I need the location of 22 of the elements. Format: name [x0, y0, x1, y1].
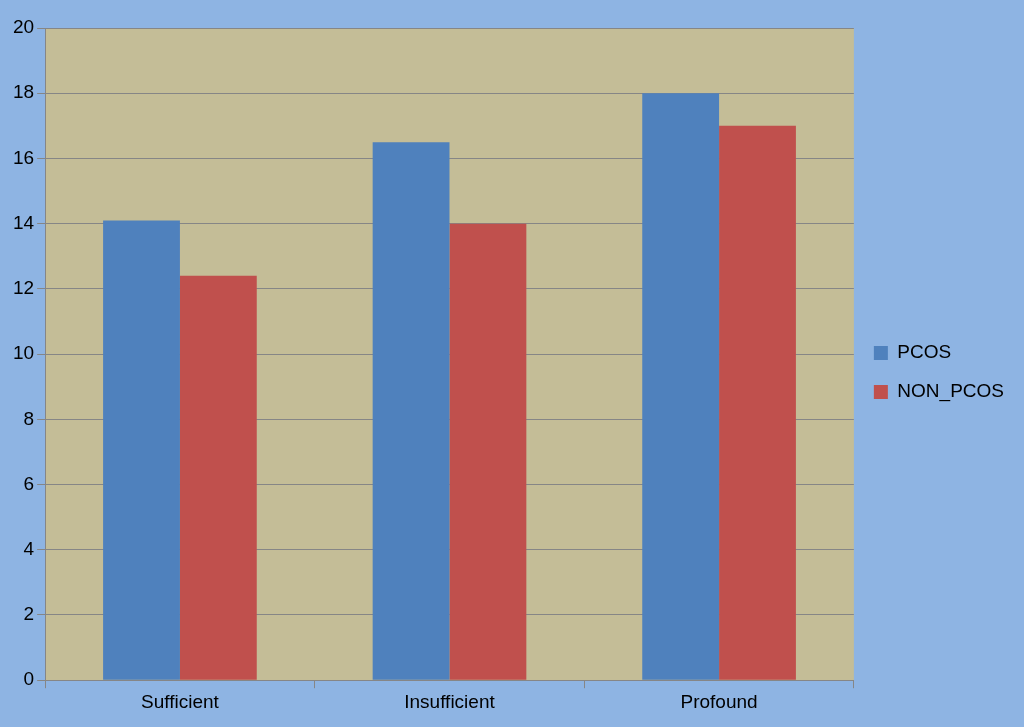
- x-tick-label: Sufficient: [141, 690, 220, 712]
- y-tick-label: 10: [12, 342, 35, 364]
- y-tick-label: 6: [23, 472, 35, 494]
- bar: [103, 220, 180, 680]
- y-tick-label: 20: [12, 16, 35, 38]
- x-tick-label: Insufficient: [404, 690, 496, 712]
- y-tick-label: 14: [12, 211, 35, 233]
- y-tick-label: 0: [23, 668, 35, 690]
- y-tick-label: 12: [12, 277, 35, 299]
- legend-label: NON_PCOS: [897, 380, 1005, 403]
- x-tick-label: Profound: [680, 690, 758, 712]
- bar: [449, 223, 527, 680]
- y-tick-label: 16: [12, 146, 35, 168]
- bar: [642, 93, 720, 680]
- y-tick-label: 4: [23, 537, 35, 559]
- bar: [372, 142, 450, 680]
- bar: [179, 275, 257, 680]
- y-tick-label: 8: [23, 407, 35, 429]
- legend-label: PCOS: [897, 341, 952, 363]
- y-tick-label: 2: [23, 603, 35, 625]
- y-tick-label: 18: [12, 81, 35, 103]
- bar: [719, 125, 796, 680]
